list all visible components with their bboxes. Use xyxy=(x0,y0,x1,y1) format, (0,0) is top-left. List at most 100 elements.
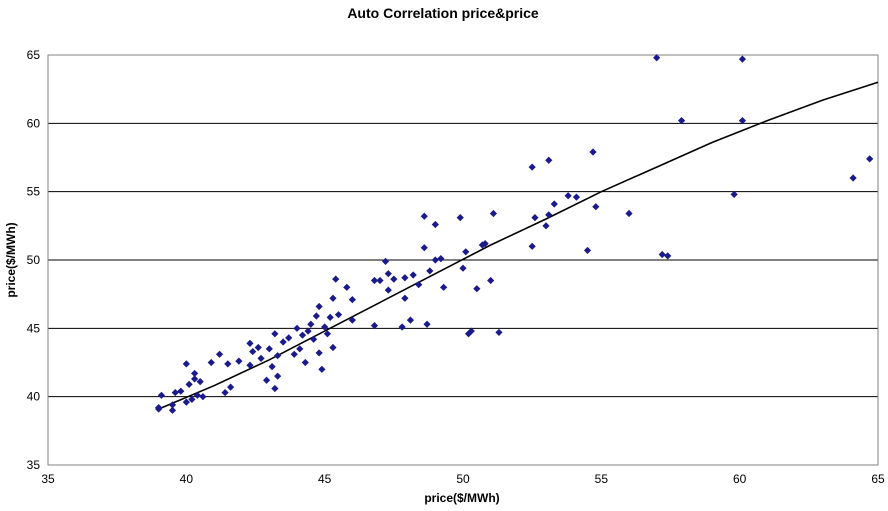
chart-title: Auto Correlation price&price xyxy=(347,5,539,21)
data-point xyxy=(246,361,254,369)
data-point xyxy=(193,391,201,399)
x-tick-label: 40 xyxy=(180,472,194,486)
data-point xyxy=(653,54,661,62)
data-point xyxy=(293,324,301,332)
y-tick-label: 60 xyxy=(27,116,41,130)
data-point xyxy=(348,316,356,324)
data-point xyxy=(262,376,271,384)
data-point xyxy=(168,401,177,409)
y-tick-label: 55 xyxy=(27,185,41,199)
data-point xyxy=(271,384,279,393)
data-point xyxy=(528,242,536,250)
data-point xyxy=(221,388,229,397)
data-point xyxy=(431,256,439,264)
data-point xyxy=(409,271,417,279)
data-point xyxy=(188,395,196,403)
data-point xyxy=(321,323,329,331)
data-point xyxy=(268,363,276,371)
data-point xyxy=(481,240,489,248)
data-point xyxy=(462,248,470,256)
data-point xyxy=(315,349,323,357)
data-point xyxy=(495,328,503,337)
data-point xyxy=(528,163,536,171)
x-tick-label: 55 xyxy=(595,472,609,486)
data-point xyxy=(423,320,431,328)
data-point xyxy=(254,343,262,352)
data-point xyxy=(440,283,448,291)
data-point xyxy=(224,360,232,368)
data-point xyxy=(381,257,390,265)
y-tick-label: 40 xyxy=(27,390,41,404)
data-point xyxy=(730,190,738,198)
data-point xyxy=(550,200,558,208)
data-point xyxy=(487,276,495,285)
data-point xyxy=(415,281,423,289)
data-point xyxy=(274,372,282,380)
data-point xyxy=(177,387,185,395)
data-point xyxy=(271,330,279,338)
x-tick-label: 50 xyxy=(456,472,470,486)
data-point xyxy=(199,393,207,401)
x-tick-label: 65 xyxy=(871,472,885,486)
data-point xyxy=(191,369,199,378)
data-point xyxy=(329,294,337,302)
data-point xyxy=(625,209,633,218)
data-point xyxy=(431,220,439,229)
data-point xyxy=(849,174,857,182)
data-point xyxy=(489,209,498,218)
data-point xyxy=(296,345,304,353)
data-point xyxy=(738,117,747,125)
x-tick-label: 60 xyxy=(733,472,747,486)
data-point xyxy=(348,296,356,304)
data-point xyxy=(564,192,572,200)
data-point xyxy=(312,312,320,320)
y-tick-label: 35 xyxy=(27,458,41,472)
data-point xyxy=(191,375,199,383)
data-point xyxy=(406,316,415,324)
data-point xyxy=(171,388,179,397)
data-point xyxy=(304,327,312,335)
data-point xyxy=(401,274,409,282)
data-point xyxy=(390,275,398,283)
data-point xyxy=(265,345,273,353)
data-point xyxy=(323,330,332,338)
data-point xyxy=(401,294,409,302)
data-point xyxy=(456,214,464,222)
data-point xyxy=(343,283,351,291)
data-point xyxy=(215,350,224,358)
data-point xyxy=(298,331,307,339)
data-point xyxy=(866,155,874,163)
data-point xyxy=(326,313,334,321)
tick-labels: 35 40 45 50 55 60 65 35 40 45 50 55 60 65 xyxy=(27,48,885,486)
data-point xyxy=(384,270,392,278)
data-point xyxy=(310,335,318,343)
data-point xyxy=(437,255,445,263)
data-point xyxy=(207,358,215,367)
data-point xyxy=(376,276,384,285)
data-point xyxy=(677,117,686,125)
data-point xyxy=(545,211,553,219)
data-point xyxy=(473,285,481,293)
data-point xyxy=(290,350,298,358)
data-point xyxy=(257,354,265,362)
data-point xyxy=(246,339,254,347)
data-point xyxy=(531,214,539,222)
x-tick-label: 35 xyxy=(41,472,55,486)
data-point xyxy=(478,241,486,249)
data-point xyxy=(227,383,235,391)
data-point xyxy=(182,360,190,368)
x-axis-label: price($/MWh) xyxy=(424,491,499,505)
data-point xyxy=(318,365,326,373)
y-tick-label: 50 xyxy=(27,253,41,267)
data-point xyxy=(185,380,193,388)
data-point xyxy=(307,320,315,328)
data-point xyxy=(467,327,475,335)
data-point xyxy=(589,148,597,156)
data-point xyxy=(334,311,343,319)
data-point xyxy=(370,276,379,285)
data-point xyxy=(420,244,428,252)
data-point xyxy=(572,193,581,201)
data-point xyxy=(285,334,293,342)
plot-area xyxy=(47,54,879,466)
